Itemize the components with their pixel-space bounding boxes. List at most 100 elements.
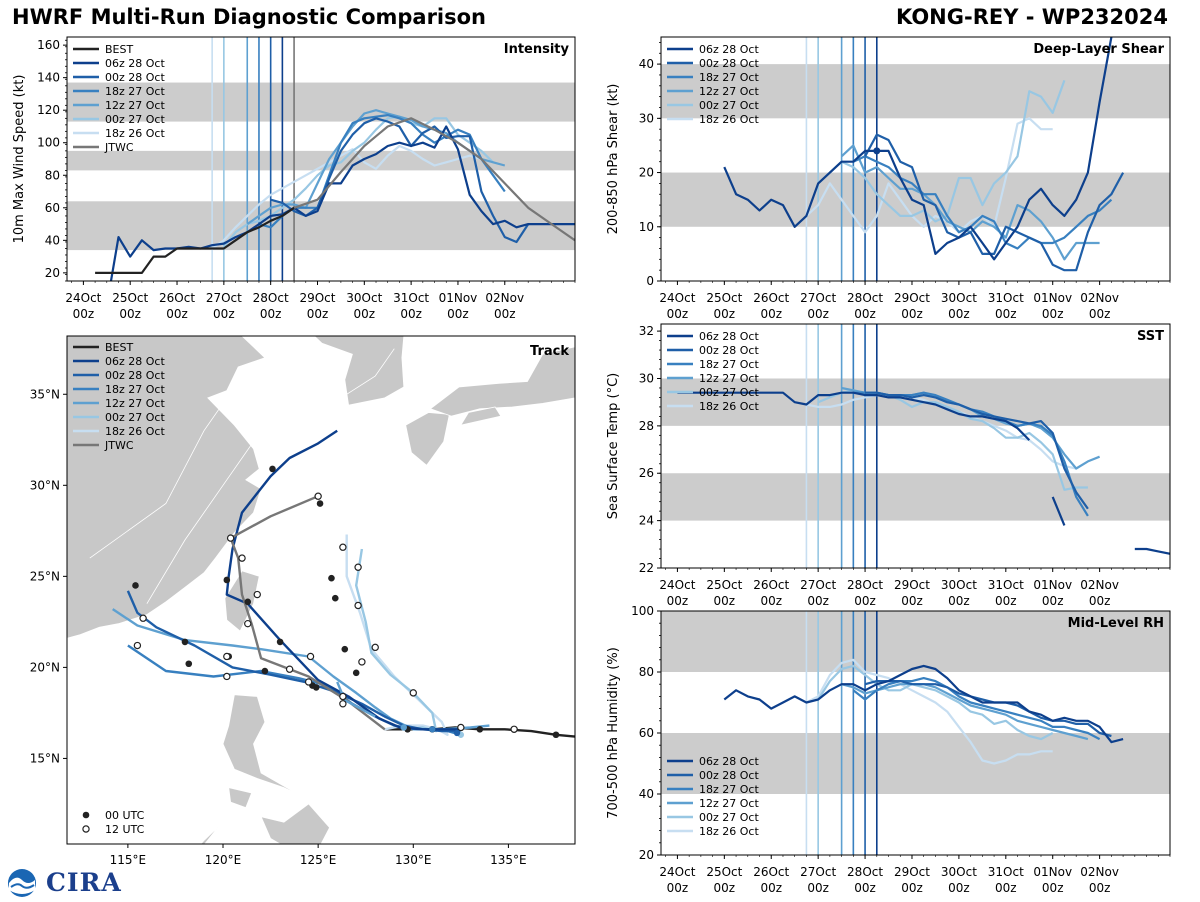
land-mass bbox=[228, 787, 253, 809]
track-point-12utc bbox=[253, 590, 261, 599]
legend-label: 00 UTC bbox=[105, 809, 145, 822]
intensity-title: Intensity bbox=[504, 42, 570, 57]
sst-xtick-label: 24Oct bbox=[659, 578, 695, 592]
intensity-series-line bbox=[95, 206, 295, 274]
track-point-12utc bbox=[133, 641, 142, 650]
track-point-00utc bbox=[476, 725, 484, 733]
track-point-12utc bbox=[285, 665, 294, 673]
shear-band bbox=[661, 64, 1170, 119]
shear-xtick-label: 00z bbox=[1089, 307, 1111, 321]
intensity-plot-area bbox=[67, 37, 575, 281]
legend-label: 18z 27 Oct bbox=[699, 71, 759, 84]
rh-series-line bbox=[817, 664, 1054, 741]
rh-ytick-label: 100 bbox=[631, 604, 654, 618]
intensity-xtick-label: 00z bbox=[400, 307, 422, 321]
intensity-ytick-label: 40 bbox=[45, 233, 60, 247]
intensity-xtick-label: 00z bbox=[260, 307, 282, 321]
sst-frame bbox=[660, 323, 1171, 569]
track-point-12utc bbox=[223, 672, 231, 681]
shear-xtick-label: 00z bbox=[995, 307, 1017, 321]
shear-series-line bbox=[852, 155, 1113, 250]
track-xtick-label: 130°E bbox=[395, 853, 432, 867]
track-init-point bbox=[453, 729, 461, 737]
legend-label: 00z 27 Oct bbox=[699, 811, 759, 824]
track-point-12utc bbox=[339, 543, 347, 551]
track-ytick-label: 20°N bbox=[30, 660, 60, 674]
shear-xtick-label: 00z bbox=[1042, 307, 1064, 321]
track-ytick-label: 35°N bbox=[30, 387, 60, 401]
rh-xtick-label: 24Oct bbox=[659, 865, 695, 879]
rh-xtick-label: 00z bbox=[714, 881, 736, 895]
intensity-xtick-label: 25Oct bbox=[112, 291, 148, 305]
track-point-12utc bbox=[306, 652, 315, 661]
track-point-00utc bbox=[352, 669, 360, 677]
legend-label: 18z 26 Oct bbox=[105, 425, 165, 438]
legend-label: 00z 28 Oct bbox=[105, 369, 165, 382]
sst-ytick-label: 32 bbox=[639, 324, 654, 338]
sst-xtick-label: 00z bbox=[760, 594, 782, 608]
land-mass bbox=[200, 825, 220, 844]
track-point-00utc bbox=[316, 500, 324, 507]
legend-label: 00z 28 Oct bbox=[699, 769, 759, 782]
legend-label: 12z 27 Oct bbox=[105, 397, 165, 410]
sst-band bbox=[661, 473, 1170, 521]
legend-label: 12z 27 Oct bbox=[105, 99, 165, 112]
track-point-12utc bbox=[354, 563, 362, 571]
track-12z-27-oct bbox=[336, 681, 376, 718]
sst-ytick-label: 24 bbox=[639, 514, 654, 528]
legend-label: 18z 26 Oct bbox=[699, 825, 759, 838]
intensity-xtick-label: 00z bbox=[213, 307, 235, 321]
sst-xtick-label: 25Oct bbox=[706, 578, 742, 592]
sst-xtick-label: 29Oct bbox=[894, 578, 930, 592]
track-ytick-label: 15°N bbox=[30, 751, 60, 765]
rh-xtick-label: 25Oct bbox=[706, 865, 742, 879]
shear-xtick-label: 27Oct bbox=[800, 291, 836, 305]
shear-xtick-label: 25Oct bbox=[706, 291, 742, 305]
legend-label: 06z 28 Oct bbox=[105, 355, 165, 368]
shear-ylabel: 200-850 hPa Shear (kt) bbox=[606, 84, 621, 235]
rh-series-line bbox=[864, 679, 1112, 738]
track-init-point bbox=[429, 726, 436, 733]
rh-ytick-label: 80 bbox=[639, 665, 654, 679]
intensity-xtick-label: 00z bbox=[307, 307, 329, 321]
intensity-series-line bbox=[211, 144, 482, 250]
panel-intensity: 20 40 60 80 100 120 140 160 24Oct 00z 25Oct 00z 26Oc… bbox=[12, 36, 576, 321]
rh-plot-area bbox=[661, 611, 1170, 855]
sst-xtick-label: 00z bbox=[807, 594, 829, 608]
track-ytick-label: 25°N bbox=[30, 569, 60, 583]
track-point-12utc bbox=[139, 614, 147, 622]
rh-title: Mid-Level RH bbox=[1068, 616, 1164, 631]
sst-xtick-label: 00z bbox=[1042, 594, 1064, 608]
rh-xtick-label: 26Oct bbox=[753, 865, 789, 879]
track-point-12utc bbox=[510, 725, 518, 733]
legend-label: 06z 28 Oct bbox=[699, 755, 759, 768]
legend-label: 12z 27 Oct bbox=[699, 372, 759, 385]
rh-ylabel: 700-500 hPa Humidity (%) bbox=[606, 647, 621, 819]
track-point-12utc bbox=[457, 723, 465, 732]
rh-xtick-label: 00z bbox=[854, 881, 876, 895]
land-mass bbox=[260, 803, 331, 844]
track-point-00utc bbox=[328, 574, 335, 582]
track-xtick-label: 135°E bbox=[490, 853, 527, 867]
rh-series-line bbox=[852, 676, 1101, 741]
rh-xtick-label: 00z bbox=[948, 881, 970, 895]
legend-label: 06z 28 Oct bbox=[105, 57, 165, 70]
intensity-band bbox=[67, 82, 575, 122]
track-point-00utc bbox=[244, 598, 252, 606]
track-init-point bbox=[400, 724, 407, 731]
intensity-ytick-label: 100 bbox=[37, 136, 60, 150]
land-mass bbox=[67, 336, 405, 639]
track-point-12utc bbox=[238, 554, 246, 562]
track-point-12utc bbox=[226, 534, 235, 542]
noaa-emblem-icon bbox=[8, 869, 36, 897]
intensity-series-line bbox=[109, 125, 575, 281]
legend-label: JTWC bbox=[104, 141, 134, 154]
intensity-ytick-label: 60 bbox=[45, 201, 60, 215]
shear-ytick-label: 0 bbox=[646, 274, 654, 288]
track-point-00utc bbox=[132, 582, 139, 589]
legend-marker-00utc bbox=[82, 811, 90, 819]
legend-label: 18z 27 Oct bbox=[105, 85, 165, 98]
intensity-xtick-label: 02Nov bbox=[485, 291, 524, 305]
legend-label: 12 UTC bbox=[105, 823, 145, 836]
